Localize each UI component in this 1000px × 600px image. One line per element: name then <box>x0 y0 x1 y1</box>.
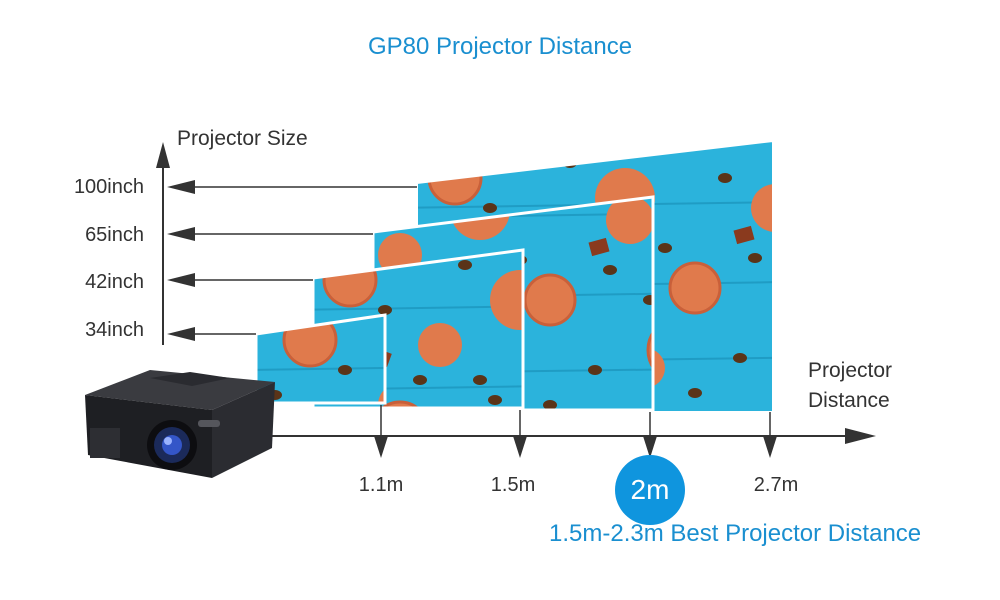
x-axis-label-line1: Projector <box>808 359 893 382</box>
size-arrow-42 <box>167 273 195 287</box>
size-arrow-100 <box>167 180 195 194</box>
distance-label-1.1m: 1.1m <box>358 474 404 496</box>
page-title: GP80 Projector Distance <box>367 33 633 60</box>
size-arrow-34 <box>167 327 195 341</box>
size-label-100inch: 100inch <box>73 176 144 198</box>
best-distance-range: 1.5m-2.3m Best Projector Distance <box>549 520 922 547</box>
distance-label-2.7m: 2.7m <box>753 474 799 496</box>
best-distance-badge: 2m <box>615 455 685 525</box>
x-axis-arrowhead <box>845 428 876 444</box>
tick-2m <box>643 436 657 458</box>
y-axis-label: Projector Size <box>177 127 308 150</box>
x-axis-label-line2: Distance <box>808 389 890 412</box>
projector-device <box>85 370 275 478</box>
size-label-65inch: 65inch <box>85 224 144 246</box>
tick-1.1m <box>374 436 388 458</box>
tick-1.5m <box>513 436 527 458</box>
size-label-42inch: 42inch <box>85 271 144 293</box>
tick-2.7m <box>763 436 777 458</box>
y-axis-arrowhead <box>156 142 170 168</box>
size-label-34inch: 34inch <box>85 319 144 341</box>
distance-label-1.5m: 1.5m <box>490 474 536 496</box>
size-arrow-65 <box>167 227 195 241</box>
